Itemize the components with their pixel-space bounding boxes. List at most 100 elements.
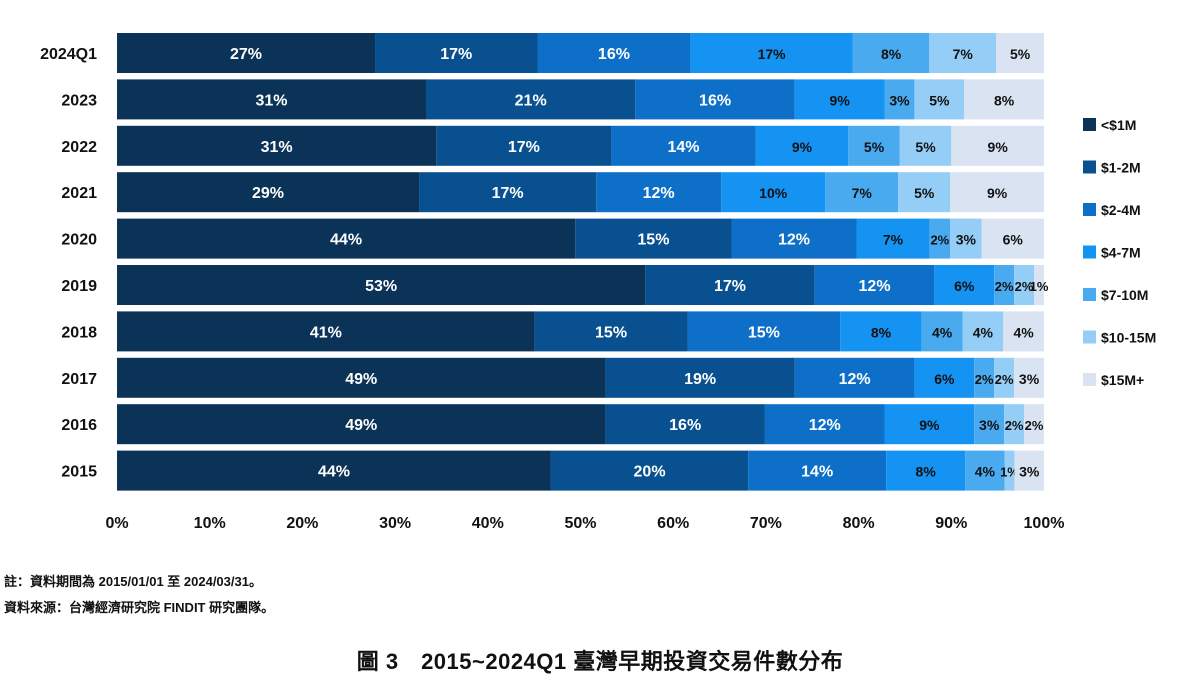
category-label: 2020 (61, 232, 97, 249)
x-tick-label: 70% (750, 515, 782, 532)
bar-segment (994, 265, 1015, 305)
data-label: 7% (883, 232, 904, 248)
data-label: 3% (979, 417, 1000, 433)
bar-segment (848, 125, 900, 166)
figure-caption: 圖 3 2015~2024Q1 臺灣早期投資交易件數分布 (356, 649, 844, 674)
data-label: 2% (930, 233, 949, 248)
data-label: 7% (852, 185, 873, 201)
bar-segment (1014, 357, 1044, 398)
legend-label: $10-15M (1101, 330, 1156, 346)
bar-segment (965, 450, 1005, 491)
bar-segment (635, 79, 795, 120)
data-label: 44% (330, 232, 362, 249)
data-label: 1% (1030, 279, 1049, 294)
bar-segment (117, 218, 576, 259)
bar-segment (426, 79, 636, 120)
bar-segment (794, 79, 885, 120)
data-label: 4% (973, 324, 994, 340)
bar-segment (748, 450, 887, 491)
bar-segment (1014, 450, 1044, 491)
category-label: 2019 (61, 278, 97, 295)
data-label: 29% (252, 185, 284, 202)
legend-label: $1-2M (1101, 160, 1141, 176)
data-label: 20% (634, 464, 666, 481)
bar-segment (117, 125, 437, 166)
data-label: 31% (255, 92, 287, 109)
bar-segment (611, 125, 756, 166)
data-label: 2% (995, 279, 1014, 294)
bar-segment (596, 172, 722, 213)
bar-segment (605, 357, 795, 398)
data-label: 3% (1019, 371, 1040, 387)
data-label: 8% (871, 324, 892, 340)
bar-segment (899, 125, 952, 166)
bar-segment (117, 33, 376, 73)
data-label: 7% (953, 46, 974, 62)
data-label: 2% (1015, 279, 1034, 294)
data-label: 41% (310, 324, 342, 341)
data-label: 31% (261, 139, 293, 156)
data-label: 15% (748, 324, 780, 341)
bar-segment (419, 172, 597, 213)
data-label: 21% (515, 92, 547, 109)
data-label: 10% (759, 185, 788, 201)
bar-segment (550, 450, 749, 491)
data-label: 9% (919, 417, 940, 433)
data-label: 16% (669, 417, 701, 434)
bar-segment (951, 125, 1044, 166)
category-label: 2015 (61, 464, 97, 481)
bar-segment (1004, 450, 1015, 491)
data-label: 4% (975, 464, 996, 480)
x-tick-label: 50% (564, 515, 596, 532)
data-label: 15% (637, 232, 669, 249)
data-label: 17% (714, 278, 746, 295)
data-label: 3% (1019, 464, 1040, 480)
bar-segment (687, 311, 841, 352)
bar-segment (981, 218, 1044, 259)
x-tick-label: 40% (472, 515, 504, 532)
category-label: 2021 (61, 185, 97, 202)
bar-segment (994, 357, 1015, 398)
data-label: 17% (440, 46, 472, 63)
data-label: 9% (988, 139, 1009, 155)
data-label: 2% (995, 372, 1014, 387)
bar-segment (962, 311, 1004, 352)
bar-segment (884, 404, 975, 445)
bar-segment (914, 357, 975, 398)
legend-swatch (1083, 160, 1096, 174)
data-label: 2% (975, 372, 994, 387)
bar-segment (117, 172, 420, 213)
legend-swatch (1083, 118, 1096, 131)
data-label: 9% (987, 185, 1008, 201)
bar-segment (605, 404, 765, 445)
x-tick-label: 80% (843, 515, 875, 532)
bar-segment (886, 450, 966, 491)
data-label: 14% (667, 139, 699, 156)
data-label: 4% (932, 324, 953, 340)
category-label: 2017 (61, 371, 97, 388)
data-label: 5% (914, 185, 935, 201)
bar-segment (1004, 404, 1025, 445)
legend-swatch (1083, 203, 1096, 216)
bar-segment (721, 172, 826, 213)
legend-label: <$1M (1101, 117, 1136, 133)
legend-swatch (1083, 330, 1096, 344)
data-label: 4% (1014, 324, 1035, 340)
legend-label: $4-7M (1101, 245, 1141, 261)
bar-segment (898, 172, 951, 213)
bar-segment (755, 125, 849, 166)
x-tick-label: 0% (105, 515, 128, 532)
data-label: 6% (934, 371, 955, 387)
bar-segment (731, 218, 857, 259)
bar-segment (534, 311, 688, 352)
data-label: 2% (1025, 418, 1044, 433)
data-label: 12% (778, 232, 810, 249)
bar-segment (645, 265, 815, 305)
data-label: 5% (1010, 46, 1031, 62)
data-label: 12% (643, 185, 675, 202)
data-label: 16% (699, 92, 731, 109)
bar-segment (1034, 265, 1044, 305)
bar-segment (575, 218, 732, 259)
bar-segment (764, 404, 885, 445)
data-label: 6% (954, 278, 975, 294)
